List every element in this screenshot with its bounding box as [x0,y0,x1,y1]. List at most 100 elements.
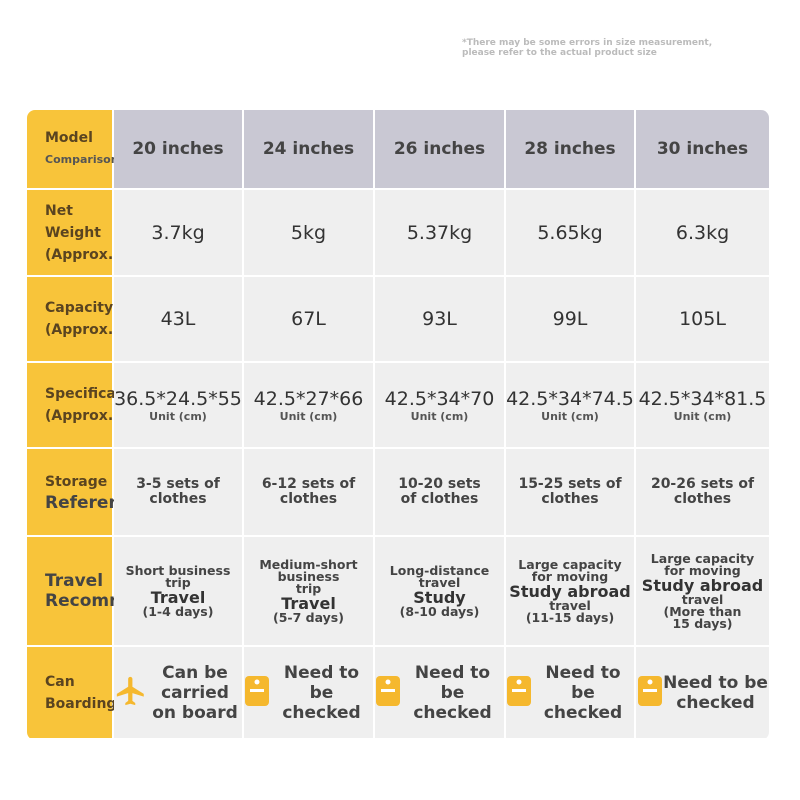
cell-text: 6.3kg [675,221,730,244]
note-line: please refer to the actual product size [462,48,657,58]
cell-text: Large capacity [650,550,755,566]
cell-text: Large capacity [518,556,622,572]
cell-text: trip [165,574,191,590]
cell-text-group: Can be carried on board [148,663,242,723]
table-cell: 3.7kg [114,190,242,275]
cell-text: Unit (cm) [279,409,338,423]
cell-text: (5-7 days) [273,609,344,625]
cell-text: Unit (cm) [149,409,207,423]
cell-text: Need to be [545,662,621,703]
cell-text: checked [413,702,492,723]
cell-text: clothes [279,491,338,507]
tag-icon [506,674,532,712]
cell-text: 30 inches [656,139,749,159]
cell-text: Study abroad [641,575,764,595]
note-line: *There may be some errors in size measur… [462,38,713,48]
cell-text: travel [549,597,591,613]
cell-text: Unit (cm) [410,409,469,423]
cell-text: 5.65kg [537,221,603,244]
table-cell: 20-26 sets of clothes [636,449,769,535]
row-label: TravelRecommendation [27,537,212,645]
table-cell: 42.5*34*74.5 Unit (cm) [506,363,634,447]
table-cell: 42.5*27*66 Unit (cm) [244,363,373,447]
table-cell: 10-20 sets of clothes [375,449,504,535]
cell-text: trip [295,580,322,596]
cell-text: 20 inches [132,139,224,159]
header-cell: 26 inches [375,110,504,188]
cell-text: (Approx.) [45,246,120,263]
cell-text: Study [413,587,466,607]
table-cell: 43L [114,277,242,361]
table-cell: Need to be checked [506,647,634,738]
cell-text: Need to be [414,662,491,703]
cell-text: (Approx.) [45,408,120,424]
cell-text: (11-15 days) [525,609,615,625]
table-cell: 99L [506,277,634,361]
cell-text: Travel [150,587,206,607]
cell-text: Need to be [663,672,768,693]
table-cell: 42.5*34*81.5 Unit (cm) [636,363,769,447]
cell-text: checked [676,692,755,713]
cell-text: Can [45,673,75,690]
cell-text: 15 days) [672,615,733,631]
cell-text: for moving [664,562,741,578]
table-cell: 67L [244,277,373,361]
cell-text: Storage [45,474,108,490]
cell-text: Study abroad [509,581,631,601]
cell-text: 67L [291,308,326,330]
cell-text: 105L [679,308,726,330]
cell-text: Comparison [45,153,119,166]
cell-text-group: Need to be checked [270,663,373,723]
cell-text: Unit (cm) [541,409,599,423]
cell-text: 20-26 sets of clothes [650,476,755,507]
header-cell: 30 inches [636,110,769,188]
cell-text: 42.5*34*70 [384,387,495,410]
cell-text: Unit (cm) [673,409,732,423]
header-label: Model Comparison [27,110,119,188]
tag-icon [375,674,401,712]
cell-text: 5.37kg [406,221,473,244]
cell-text: Need to be [283,662,360,703]
tag-icon [244,674,270,712]
cell-text: Model [45,130,93,146]
cell-text: 36.5*24.5*55 [114,387,242,410]
cell-text: 28 inches [524,139,616,159]
cell-text: Capacity [45,300,114,316]
cell-text: 26 inches [393,139,486,159]
plane-icon [114,674,148,712]
cell-text: for moving [531,568,609,584]
cell-text: Net Weight [45,202,101,241]
cell-text: 3.7kg [151,221,205,244]
cell-text: 43L [160,308,196,330]
table-cell: 36.5*24.5*55 Unit (cm) [114,363,242,447]
table-cell: Short business trip Travel (1-4 days) [114,537,242,645]
table-cell: 15-25 sets of clothes [506,449,634,535]
cell-text: travel [681,591,724,607]
cell-text: Travel [281,593,336,613]
cell-text: clothes [149,491,207,507]
header-cell: 28 inches [506,110,634,188]
cell-text: 99L [552,308,588,330]
cell-text: Recommendation [45,591,212,611]
table-cell: Large capacity for moving Study abroad trav… [636,537,769,645]
table-cell: 6-12 sets of clothes [244,449,373,535]
table-cell: Large capacity for moving Study abroad trav… [506,537,634,645]
table-cell: 5.65kg [506,190,634,275]
cell-text: (Approx.) [45,322,120,338]
cell-text: on board [152,702,238,723]
table-cell: Can be carried on board [114,647,242,738]
cell-text: Long-distance [389,562,490,578]
row-label: Storage Reference [27,449,143,535]
cell-text: Travel [45,571,104,591]
table-cell: Need to be checked [244,647,373,738]
header-cell: 24 inches [244,110,373,188]
row-label: Net Weight (Approx.) [27,190,120,275]
cell-text: 42.5*34*74.5 [506,387,634,410]
cell-text: travel [418,574,461,590]
cell-text: Short business [125,562,231,578]
table-cell: Need to be checked [375,647,504,738]
row-label: Specifications (Approx.) [27,363,155,447]
cell-text: Reference [45,493,143,513]
cell-text: checked [282,702,361,723]
